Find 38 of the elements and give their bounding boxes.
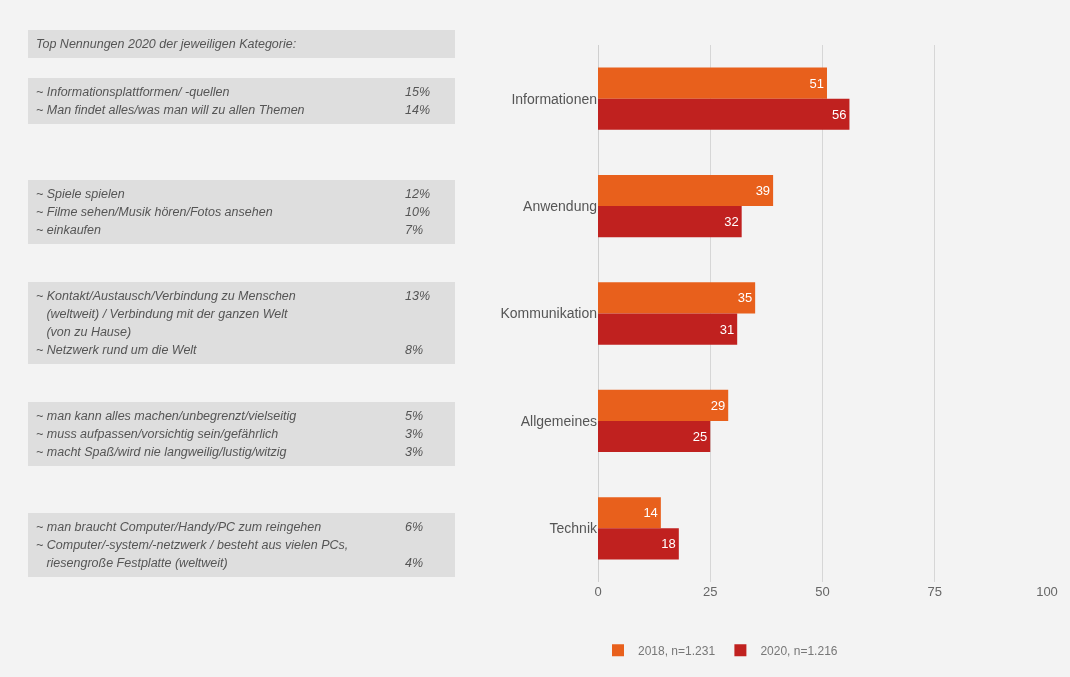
bar bbox=[598, 98, 850, 130]
x-tick-label: 0 bbox=[594, 584, 602, 599]
x-tick-label: 25 bbox=[703, 584, 718, 599]
data-label: 29 bbox=[710, 397, 726, 413]
data-label: 35 bbox=[737, 290, 753, 306]
y-tick-label: Kommunikation bbox=[500, 305, 597, 322]
text: ~ Spiele spielen 12% ~ Filme sehen/Musik hören/Fotos ansehen 10% ~ einkaufen 7% bbox=[36, 186, 431, 237]
data-label: 32 bbox=[724, 214, 739, 230]
bar bbox=[598, 174, 774, 207]
text: ~ Kontakt/Austausch/Verbindung zu Menschen 13% (weltweit) / Verbindung mit der ganzen Welt (von zu Hause) ~ Netzwerk rund um die Welt 8% bbox=[36, 288, 431, 357]
bar bbox=[598, 282, 756, 314]
data-label: 51 bbox=[809, 75, 824, 91]
y-tick-label: Informationen bbox=[511, 90, 597, 107]
x-tick-label: 75 bbox=[927, 584, 942, 599]
text: Top Nennungen 2020 der jeweiligen Kategorie: bbox=[36, 36, 297, 53]
bar bbox=[598, 313, 738, 345]
data-label: 18 bbox=[661, 536, 676, 552]
y-tick-label: Anwendung bbox=[523, 198, 597, 214]
text: ~ man kann alles machen/unbegrenzt/vielseitig 5% ~ muss aufpassen/vorsichtig sein/gefährlich 3% ~ macht Spaß/wird nie langweilig/lustig/witzig 3% bbox=[36, 408, 424, 459]
bar bbox=[598, 420, 711, 453]
bar bbox=[598, 389, 729, 421]
data-label: 25 bbox=[692, 428, 708, 444]
data-label: 39 bbox=[755, 183, 771, 199]
bar bbox=[598, 67, 827, 99]
x-tick-label: 50 bbox=[815, 584, 830, 599]
text: ~ Informationsplattformen/ -quellen 15% ~ Man findet alles/was man will zu allen Themen 14% bbox=[36, 84, 431, 117]
data-label: 31 bbox=[719, 321, 735, 337]
legend-label: 2020, n=1.216 bbox=[760, 643, 838, 658]
data-label: 14 bbox=[643, 505, 658, 521]
data-label: 56 bbox=[831, 106, 847, 122]
bar bbox=[598, 497, 661, 529]
bar bbox=[598, 206, 742, 238]
text: ~ man braucht Computer/Handy/PC zum reingehen 6% ~ Computer/-system/-netzwerk / besteht aus vielen PCs, riesengroße Festplatte (weltweit) 4% bbox=[36, 519, 424, 570]
y-tick-label: Allgemeines bbox=[520, 412, 597, 429]
y-tick-label: Technik bbox=[549, 520, 598, 537]
bar bbox=[598, 528, 679, 560]
legend-label: 2018, n=1.231 bbox=[638, 643, 716, 658]
x-tick-label: 100 bbox=[1036, 584, 1058, 599]
